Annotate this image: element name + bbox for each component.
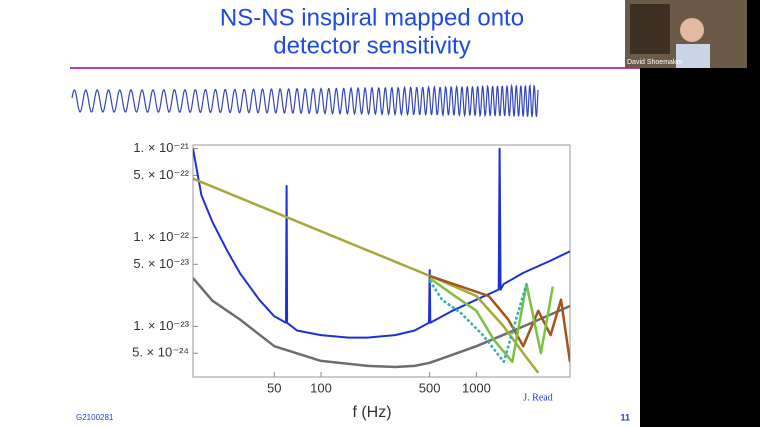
webcam-name: David Shoemaker	[627, 59, 683, 66]
title-line: NS-NS inspiral mapped onto	[220, 4, 524, 31]
x-tick-label: 100	[310, 380, 332, 395]
series-line	[428, 277, 555, 364]
y-tick-label: 5. × 10⁻²⁴	[132, 345, 189, 360]
series-line	[193, 277, 570, 369]
plot-frame	[192, 144, 571, 378]
page-number: 11	[620, 412, 630, 422]
chirp-waveform	[71, 83, 539, 118]
x-tick-label: 1000	[462, 380, 491, 395]
series-line	[429, 274, 570, 362]
y-tick-label: 5. × 10⁻²³	[133, 256, 189, 271]
webcam-bookshelf	[630, 4, 670, 54]
webcam-face	[680, 18, 704, 42]
slide	[0, 0, 640, 427]
y-tick-label: 1. × 10⁻²¹	[133, 140, 189, 155]
series-line	[193, 147, 570, 339]
x-tick-label: 50	[267, 380, 281, 395]
x-tick-label: 500	[419, 380, 441, 395]
x-axis-label: f (Hz)	[352, 404, 391, 421]
y-tick-label: 1. × 10⁻²²	[133, 229, 189, 244]
annotation: J. Read	[523, 392, 552, 403]
series-line	[193, 177, 540, 374]
title-line: detector sensitivity	[273, 32, 470, 59]
series-line	[428, 279, 528, 364]
y-tick-label: 1. × 10⁻²³	[133, 318, 189, 333]
footer-id: G2100281	[76, 413, 114, 422]
webcam-shirt	[676, 44, 710, 68]
y-tick-label: 5. × 10⁻²²	[133, 167, 189, 182]
